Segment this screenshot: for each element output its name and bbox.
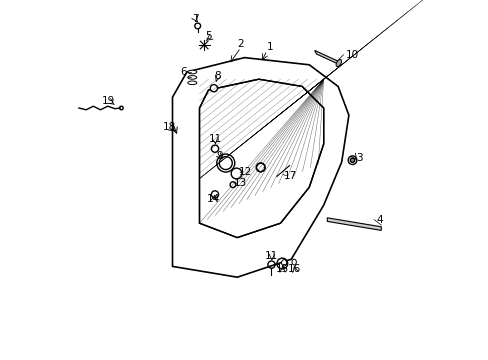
- Polygon shape: [314, 50, 339, 65]
- Text: 6: 6: [180, 67, 186, 77]
- Circle shape: [349, 158, 354, 162]
- Ellipse shape: [281, 260, 286, 266]
- PathPatch shape: [172, 58, 348, 277]
- Text: 10: 10: [345, 50, 358, 60]
- Ellipse shape: [187, 70, 196, 74]
- Ellipse shape: [335, 59, 341, 67]
- Circle shape: [210, 85, 217, 92]
- Text: 14: 14: [207, 194, 220, 204]
- Text: 2: 2: [237, 39, 244, 49]
- Text: 11: 11: [264, 251, 278, 261]
- Text: 15: 15: [275, 264, 288, 274]
- Text: 9: 9: [216, 150, 223, 161]
- Ellipse shape: [187, 81, 196, 85]
- Text: 17: 17: [284, 171, 297, 181]
- Ellipse shape: [187, 76, 196, 79]
- Text: 13: 13: [234, 178, 247, 188]
- Text: 12: 12: [238, 167, 251, 177]
- Circle shape: [256, 163, 264, 172]
- Text: 16: 16: [288, 264, 301, 274]
- Ellipse shape: [291, 259, 296, 265]
- Circle shape: [219, 157, 232, 170]
- Text: 19: 19: [102, 96, 115, 106]
- Text: 11: 11: [208, 134, 221, 144]
- Text: 3: 3: [356, 153, 362, 163]
- Text: 5: 5: [205, 31, 211, 41]
- Text: 8: 8: [214, 71, 221, 81]
- Text: 1: 1: [266, 42, 272, 52]
- Text: 7: 7: [192, 14, 199, 24]
- Text: 4: 4: [375, 215, 382, 225]
- Text: 18: 18: [163, 122, 176, 132]
- Polygon shape: [326, 218, 381, 230]
